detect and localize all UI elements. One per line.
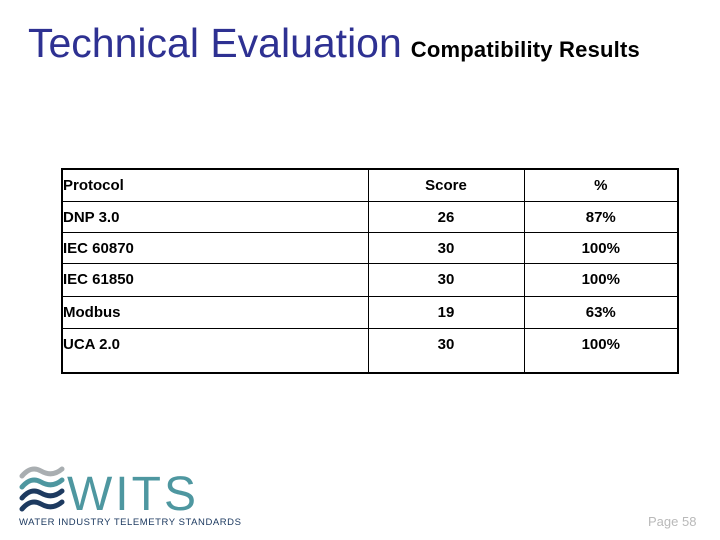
percent-cell: 100% bbox=[523, 231, 679, 264]
wits-logo-graphic: WITS bbox=[19, 466, 199, 514]
protocol-cell: DNP 3.0 bbox=[61, 200, 369, 233]
slide-title: Technical Evaluation bbox=[28, 20, 402, 66]
table-header-row: Protocol Score % bbox=[61, 168, 679, 202]
wits-logo: WITS WATER INDUSTRY TELEMETRY STANDARDS bbox=[19, 466, 242, 528]
column-header-score: Score bbox=[367, 168, 525, 202]
table-row: DNP 3.0 26 87% bbox=[61, 200, 679, 233]
score-cell: 30 bbox=[367, 327, 525, 374]
column-header-protocol: Protocol bbox=[61, 168, 369, 202]
water-waves-icon bbox=[19, 466, 65, 512]
protocol-cell: IEC 60870 bbox=[61, 231, 369, 264]
slide-subtitle: Compatibility Results bbox=[410, 37, 640, 62]
table-row: IEC 60870 30 100% bbox=[61, 231, 679, 264]
slide-title-row: Technical Evaluation Compatibility Resul… bbox=[28, 21, 640, 65]
table-row: UCA 2.0 30 100% bbox=[61, 327, 679, 374]
table-row: Modbus 19 63% bbox=[61, 295, 679, 329]
score-cell: 26 bbox=[367, 200, 525, 233]
score-cell: 30 bbox=[367, 231, 525, 264]
protocol-cell: UCA 2.0 bbox=[61, 327, 369, 374]
percent-cell: 100% bbox=[523, 327, 679, 374]
protocol-cell: Modbus bbox=[61, 295, 369, 329]
wits-wordmark: WITS bbox=[67, 468, 199, 514]
protocol-cell: IEC 61850 bbox=[61, 262, 369, 297]
column-header-percent: % bbox=[523, 168, 679, 202]
percent-cell: 87% bbox=[523, 200, 679, 233]
compatibility-results-table: Protocol Score % DNP 3.0 26 87% IEC 6087… bbox=[61, 168, 679, 374]
wits-tagline: WATER INDUSTRY TELEMETRY STANDARDS bbox=[19, 517, 242, 528]
percent-cell: 63% bbox=[523, 295, 679, 329]
score-cell: 30 bbox=[367, 262, 525, 297]
page-number: Page 58 bbox=[648, 514, 697, 529]
table-row: IEC 61850 30 100% bbox=[61, 262, 679, 297]
score-cell: 19 bbox=[367, 295, 525, 329]
percent-cell: 100% bbox=[523, 262, 679, 297]
